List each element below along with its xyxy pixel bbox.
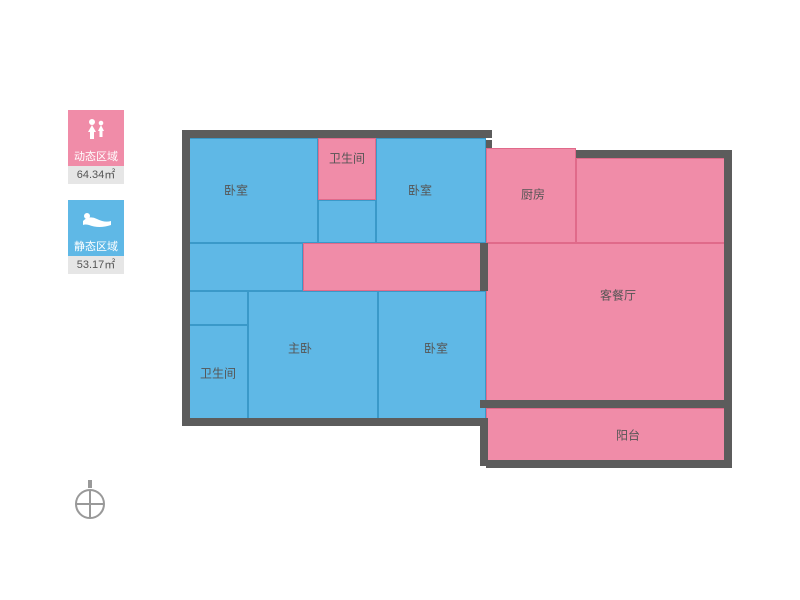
legend-value: 64.34㎡: [68, 166, 124, 184]
compass-icon: [72, 478, 108, 527]
room-bedroom-top-left: [188, 138, 318, 243]
room-kitchen: [486, 148, 576, 243]
wall-segment: [480, 400, 730, 408]
wall-segment: [576, 150, 730, 158]
room-living: [486, 243, 726, 408]
room-bath-bottom-top: [188, 291, 248, 325]
wall-segment: [724, 238, 732, 468]
wall-segment: [486, 460, 732, 468]
room-bath-top: [318, 138, 376, 200]
room-bath-bottom: [188, 325, 248, 421]
room-master-bed: [248, 291, 378, 421]
room-living-upper-ext: [576, 158, 726, 243]
legend-value: 53.17㎡: [68, 256, 124, 274]
wall-segment: [182, 130, 190, 426]
people-icon: [68, 110, 124, 148]
legend-dynamic: 动态区域64.34㎡: [68, 110, 124, 184]
wall-segment: [182, 130, 492, 138]
wall-segment: [182, 418, 482, 426]
room-hallway: [303, 243, 486, 291]
wall-segment: [724, 150, 732, 245]
room-bedroom-bottom: [378, 291, 486, 421]
sleep-icon: [68, 200, 124, 238]
room-bath-top-vest: [318, 200, 376, 243]
legend-title: 动态区域: [68, 148, 124, 166]
wall-segment: [480, 243, 488, 291]
room-balcony: [486, 408, 726, 463]
legend-title: 静态区域: [68, 238, 124, 256]
room-bedroom-top-mid: [376, 138, 486, 243]
legend-static: 静态区域53.17㎡: [68, 200, 124, 274]
wall-segment: [486, 140, 492, 148]
room-master-vest-top: [188, 243, 303, 291]
